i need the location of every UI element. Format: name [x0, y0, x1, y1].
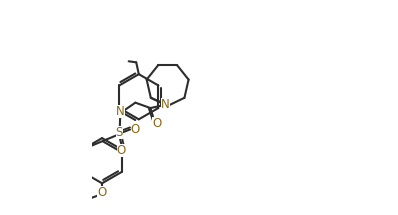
Text: N: N: [116, 105, 125, 118]
Text: O: O: [152, 117, 162, 130]
Text: S: S: [115, 126, 123, 139]
Text: N: N: [161, 98, 170, 111]
Text: O: O: [98, 186, 107, 200]
Text: O: O: [117, 144, 126, 157]
Text: O: O: [131, 123, 140, 136]
